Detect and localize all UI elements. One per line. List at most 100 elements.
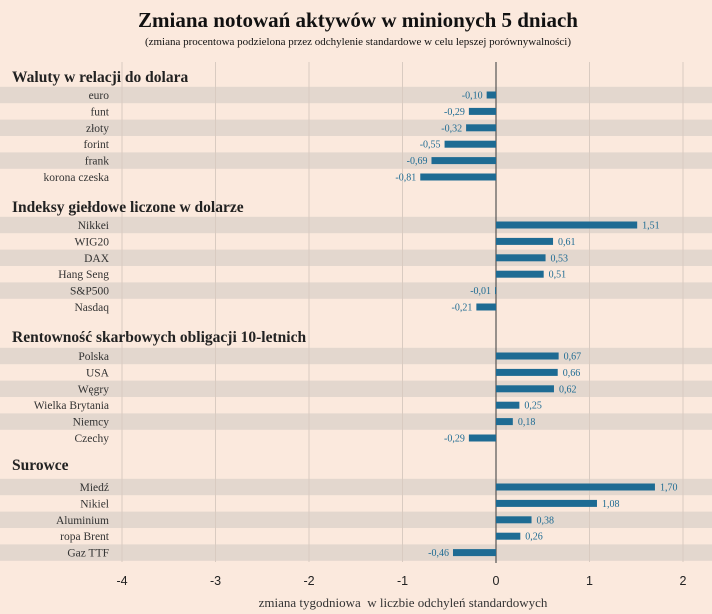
x-axis-ticks: -4 -3 -2 -1 0 1 2 xyxy=(116,574,686,588)
value-label: 0,61 xyxy=(558,237,576,248)
category-label: Węgry xyxy=(78,384,110,396)
value-label: -0,29 xyxy=(444,434,465,445)
category-label: frank xyxy=(85,156,110,168)
x-tick-label: 2 xyxy=(680,574,687,588)
value-label: 0,53 xyxy=(551,253,569,264)
value-label: -0,10 xyxy=(462,91,483,102)
row-stripe xyxy=(0,216,712,234)
x-tick-label: -3 xyxy=(210,574,221,588)
value-label: 0,25 xyxy=(524,401,542,412)
bar xyxy=(468,434,496,442)
value-label: 1,70 xyxy=(660,483,678,494)
category-label: Gaz TTF xyxy=(67,548,109,560)
value-label: -0,32 xyxy=(441,123,462,134)
row-stripe xyxy=(0,413,712,430)
group-title: Indeksy giełdowe liczone w dolarze xyxy=(12,199,244,216)
x-tick-label: 1 xyxy=(586,574,593,588)
labels: Waluty w relacji do dolara euro -0,10 funt -… xyxy=(12,69,677,560)
bar xyxy=(496,418,513,426)
bar xyxy=(496,499,597,507)
bar xyxy=(476,303,496,311)
bar xyxy=(496,483,655,491)
bar xyxy=(466,124,496,132)
value-label: 1,51 xyxy=(642,221,660,232)
category-label: korona czeska xyxy=(44,172,109,184)
category-label: Miedź xyxy=(80,482,109,494)
row-stripe xyxy=(0,249,712,266)
value-label: -0,81 xyxy=(395,173,416,184)
bar xyxy=(495,287,497,295)
x-tick-label: 0 xyxy=(493,574,500,588)
category-label: Nasdaq xyxy=(75,302,110,314)
x-tick-label: -2 xyxy=(303,574,314,588)
bar xyxy=(468,107,496,115)
category-label: USA xyxy=(86,367,110,379)
bar xyxy=(431,157,496,165)
group-title: Surowce xyxy=(12,457,69,474)
gridlines xyxy=(121,62,684,562)
category-label: forint xyxy=(83,139,109,151)
category-label: Nikiel xyxy=(80,498,109,510)
row-stripe xyxy=(0,380,712,397)
category-label: Niemcy xyxy=(73,417,110,429)
category-label: ropa Brent xyxy=(60,531,110,543)
category-label: Aluminium xyxy=(56,515,109,527)
row-stripe xyxy=(0,86,712,104)
value-label: 0,18 xyxy=(518,417,536,428)
group-title: Rentowność skarbowych obligacji 10-letni… xyxy=(12,329,306,346)
value-label: 1,08 xyxy=(602,499,620,510)
bar xyxy=(496,254,546,262)
bar xyxy=(496,532,521,540)
bar xyxy=(420,173,496,181)
chart-subtitle: (zmiana procentowa podzielona przez odch… xyxy=(145,36,571,48)
bar xyxy=(496,401,520,409)
row-stripes xyxy=(0,86,712,561)
bar xyxy=(496,221,638,229)
category-label: Polska xyxy=(78,351,109,363)
value-label: 0,66 xyxy=(563,368,581,379)
bar xyxy=(496,516,532,524)
category-label: Nikkei xyxy=(78,220,109,232)
row-stripe xyxy=(0,544,712,561)
value-label: 0,67 xyxy=(564,352,582,363)
value-label: -0,46 xyxy=(428,548,449,559)
category-label: euro xyxy=(89,90,110,102)
chart-title: Zmiana notowań aktywów w minionych 5 dni… xyxy=(138,8,578,32)
bar xyxy=(486,91,496,99)
category-label: Czechy xyxy=(75,433,110,445)
x-axis-label: zmiana tygodniowa w liczbie odchyleń sta… xyxy=(259,595,548,610)
category-label: złoty xyxy=(86,123,109,135)
bar xyxy=(496,237,554,245)
category-label: Wielka Brytania xyxy=(34,400,109,412)
bar xyxy=(496,270,544,278)
value-label: 0,51 xyxy=(549,270,567,281)
bars xyxy=(420,91,655,557)
row-stripe xyxy=(0,478,712,496)
bar xyxy=(496,368,558,376)
row-stripe xyxy=(0,282,712,299)
category-label: funt xyxy=(90,106,109,118)
x-tick-label: -4 xyxy=(116,574,127,588)
value-label: -0,21 xyxy=(452,303,473,314)
value-label: 0,26 xyxy=(525,532,543,543)
group-title: Waluty w relacji do dolara xyxy=(12,69,188,86)
category-label: Hang Seng xyxy=(58,269,109,281)
category-label: WIG20 xyxy=(75,236,110,248)
category-label: DAX xyxy=(84,253,110,265)
bar xyxy=(444,140,496,148)
bar xyxy=(452,549,496,557)
value-label: 0,62 xyxy=(559,384,577,395)
x-tick-label: -1 xyxy=(397,574,408,588)
value-label: -0,01 xyxy=(470,286,491,297)
value-label: -0,29 xyxy=(444,107,465,118)
row-stripe xyxy=(0,347,712,365)
bar xyxy=(496,352,559,360)
value-label: -0,69 xyxy=(407,156,428,167)
value-label: 0,38 xyxy=(537,515,555,526)
row-stripe xyxy=(0,119,712,136)
row-stripe xyxy=(0,511,712,528)
value-label: -0,55 xyxy=(420,140,441,151)
bar xyxy=(496,385,554,393)
row-stripe xyxy=(0,152,712,169)
